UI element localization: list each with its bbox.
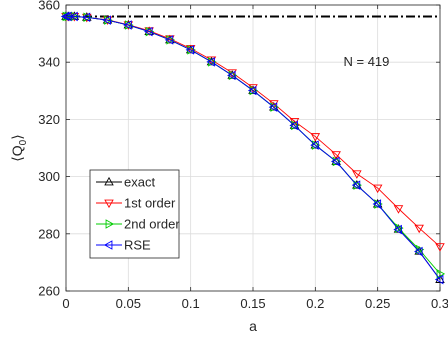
data-point-2nd-order [270,102,279,112]
series-rse [60,11,444,285]
data-point-exact [269,101,279,111]
data-point-2nd-order [353,180,362,190]
data-point-exact [82,12,92,21]
data-point-2nd-order [415,244,425,255]
axis-ticks: 0 0.05 0.1 0.15 0.2 0.25 0.3 260 280 300 320 340 360 [38,0,448,311]
legend: exact 1st order 2nd order RSE [89,169,180,259]
x-tick-label: 0.15 [240,296,265,311]
x-tick-label: 0 [62,296,69,311]
data-point-rse [227,70,236,81]
data-point-1st-order [331,151,341,160]
y-tick-label: 280 [38,226,60,241]
data-series [60,11,446,285]
legend-marker-2nd-order [105,219,115,229]
data-point-exact [352,180,362,189]
data-point-exact [310,140,321,149]
annotation-n: N = 419 [343,54,389,69]
data-point-rse [102,15,111,25]
data-point-rse [164,35,174,45]
data-point-exact [435,274,445,283]
y-axis-label-main: ⟨Q [9,145,25,161]
data-point-rse [393,224,402,235]
x-tick-label: 0.05 [116,296,141,311]
data-point-2nd-order [145,26,155,37]
data-point-exact [69,11,80,20]
data-point-2nd-order [208,57,217,67]
y-tick-label: 320 [38,112,60,127]
data-point-1st-order [269,100,279,109]
series-line-rse [66,15,441,280]
data-point-1st-order [372,184,383,194]
data-point-rse [69,11,78,22]
data-point-1st-order [69,13,80,22]
y-axis-label-subscript: 0 [18,139,29,145]
x-tick-label: 0.2 [306,296,324,311]
y-tick-label: 340 [38,55,60,70]
data-point-exact [289,120,300,129]
data-point-rse [60,11,70,22]
data-point-rse [185,45,195,55]
legend-marker-1st-order [104,199,114,209]
data-point-exact [248,85,258,94]
x-tick-label: 0.3 [431,296,448,311]
legend-marker-exact [104,176,114,186]
data-point-rse [331,156,340,167]
data-point-1st-order [414,224,424,234]
data-point-rse [268,102,278,112]
y-tick-label: 360 [38,0,60,13]
data-point-2nd-order [166,35,175,45]
x-tick-label: 0.1 [182,296,200,311]
data-point-rse [81,12,91,23]
data-point-2nd-order [311,140,321,150]
data-point-rse [414,246,423,257]
y-axis-label: ⟨Q0⟩ [9,134,29,161]
data-point-1st-order [352,170,362,179]
legend-label-exact: exact [124,175,155,190]
data-point-2nd-order [187,45,196,55]
x-axis-label: a [249,318,257,334]
data-point-2nd-order [228,70,238,81]
data-point-1st-order [435,243,445,252]
y-tick-label: 260 [38,284,60,299]
x-tick-label: 0.25 [365,296,390,311]
data-point-exact [372,198,383,208]
legend-label-2nd-order: 2nd order [124,217,180,232]
data-point-rse [123,20,132,30]
data-point-rse [144,26,153,37]
data-point-rse [247,85,257,96]
data-point-exact [63,11,73,20]
data-point-rse [310,140,319,150]
data-point-2nd-order [124,20,134,30]
data-point-1st-order [248,84,258,93]
data-point-1st-order [393,205,404,214]
data-point-2nd-order [291,120,300,131]
data-point-rse [351,180,361,190]
data-point-2nd-order [332,156,342,167]
data-point-1st-order [310,133,321,142]
data-point-1st-order [227,69,237,78]
data-point-rse [372,199,382,209]
legend-label-rse: RSE [124,238,151,253]
y-tick-label: 300 [38,169,60,184]
data-point-1st-order [63,13,73,22]
data-point-2nd-order [436,269,446,279]
data-point-rse [289,120,298,131]
y-axis-label-close: ⟩ [9,134,25,139]
legend-marker-rse [103,240,113,250]
legend-label-1st-order: 1st order [124,196,176,211]
data-point-rse [434,274,444,285]
data-point-2nd-order [374,199,383,209]
data-point-exact [331,156,341,165]
data-point-2nd-order [249,85,259,96]
data-point-rse [206,57,215,67]
